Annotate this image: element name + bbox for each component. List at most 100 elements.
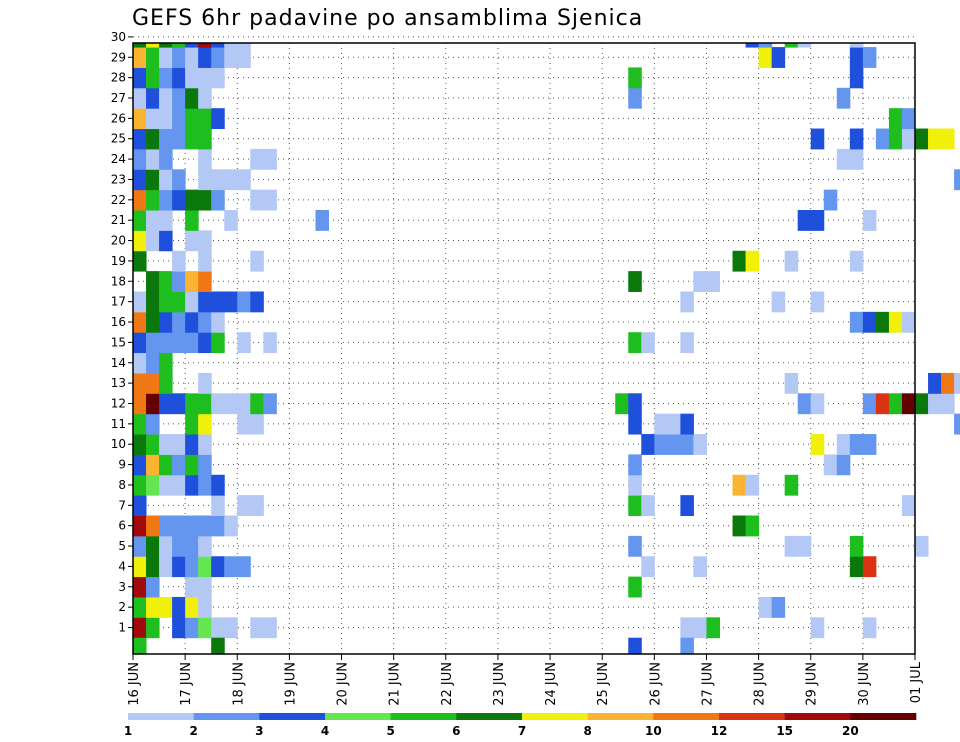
- y-tick-label: 24: [111, 152, 126, 166]
- precip-cell: [133, 87, 147, 109]
- precip-cell: [146, 434, 160, 455]
- precip-cell: [211, 556, 225, 578]
- precip-cell: [198, 108, 212, 130]
- precip-cell: [159, 352, 173, 374]
- precip-cell: [185, 128, 199, 150]
- precip-cell: [146, 230, 160, 252]
- x-tick-label: 24 JUN: [544, 662, 559, 706]
- precip-cell: [133, 515, 147, 537]
- precip-cell: [915, 393, 929, 415]
- precip-cell: [133, 596, 147, 618]
- precip-cell: [185, 291, 199, 313]
- precip-cell: [198, 576, 212, 598]
- precip-cell: [250, 148, 264, 170]
- precip-cell: [198, 454, 212, 476]
- precip-cell: [159, 47, 173, 68]
- precip-cell: [211, 189, 225, 211]
- precip-cell: [641, 556, 655, 578]
- precip-cell: [159, 43, 173, 48]
- precip-cell: [198, 47, 212, 68]
- precip-cell: [641, 434, 655, 455]
- precip-cell: [263, 332, 277, 354]
- precip-cell: [146, 148, 160, 170]
- precip-cell: [862, 47, 877, 68]
- precip-cell: [823, 189, 838, 211]
- precip-cell: [641, 332, 655, 354]
- precip-cell: [693, 617, 707, 639]
- precip-cell: [172, 535, 186, 557]
- precip-cell: [237, 556, 251, 578]
- precip-cell: [133, 43, 147, 48]
- y-tick-label: 3: [118, 580, 126, 594]
- precip-cell: [941, 128, 955, 150]
- y-tick-label: 19: [111, 254, 126, 268]
- precip-cell: [159, 128, 173, 150]
- precip-cell: [172, 556, 186, 578]
- precip-cell: [159, 434, 173, 455]
- precip-cell: [198, 67, 212, 89]
- precip-cell: [172, 617, 186, 639]
- x-tick-label: 18 JUN: [231, 662, 246, 706]
- x-tick-label: 27 JUN: [700, 662, 715, 706]
- colorbar-label: 12: [711, 724, 728, 738]
- y-tick-label: 18: [111, 274, 126, 288]
- precip-cell: [928, 128, 942, 150]
- precip-cell: [706, 271, 720, 292]
- precip-cell: [211, 291, 225, 313]
- y-tick-label: 6: [118, 519, 126, 533]
- precip-cell: [185, 87, 199, 109]
- precip-cell: [849, 535, 864, 557]
- precip-cell: [133, 454, 147, 476]
- precip-cell: [133, 332, 147, 354]
- precip-cell: [211, 393, 225, 415]
- precip-cell: [146, 413, 160, 435]
- precip-cell: [849, 43, 864, 48]
- precip-cell: [628, 454, 642, 476]
- y-tick-label: 28: [111, 71, 126, 85]
- colorbar-label: 10: [645, 724, 662, 738]
- precip-cell: [628, 535, 642, 557]
- precip-cell: [941, 372, 955, 394]
- precip-cell: [849, 47, 864, 68]
- precip-cell: [198, 596, 212, 618]
- precip-cell: [133, 535, 147, 557]
- precip-cell: [185, 43, 199, 48]
- precip-cell: [159, 393, 173, 415]
- precip-cell: [224, 556, 238, 578]
- colorbar-label: 5: [386, 724, 394, 738]
- precip-cell: [654, 434, 668, 455]
- precip-cell: [172, 515, 186, 537]
- precip-cell: [680, 413, 694, 435]
- precip-cell: [784, 474, 799, 496]
- precip-cell: [211, 617, 225, 639]
- precip-cell: [159, 474, 173, 496]
- precip-cell: [849, 311, 864, 333]
- precip-cell: [706, 617, 720, 639]
- precip-cell: [133, 311, 147, 333]
- precip-cell: [198, 332, 212, 354]
- precip-cell: [133, 250, 147, 272]
- precip-cell: [133, 210, 147, 231]
- precip-cell: [133, 556, 147, 578]
- precip-cell: [836, 87, 851, 109]
- colorbar-label: 4: [321, 724, 329, 738]
- precip-cell: [146, 271, 160, 292]
- x-tick-label: 29 JUN: [805, 662, 820, 706]
- precip-cell: [172, 434, 186, 455]
- precip-cell: [133, 128, 147, 150]
- precip-cell: [224, 617, 238, 639]
- x-tick-label: 21 JUN: [388, 662, 403, 706]
- y-tick-label: 14: [111, 356, 126, 370]
- precip-cell: [263, 617, 277, 639]
- chart-title: GEFS 6hr padavine po ansamblima Sjenica: [132, 6, 644, 31]
- y-tick-label: 11: [111, 417, 126, 431]
- precip-cell: [211, 169, 225, 191]
- precip-cell: [211, 108, 225, 130]
- precip-cell: [628, 495, 642, 517]
- precip-cell: [172, 311, 186, 333]
- y-tick-label: 9: [118, 458, 126, 472]
- y-axis: 1234567891011121314151617181920212223242…: [111, 30, 133, 635]
- precip-cell: [628, 393, 642, 415]
- precip-cell: [159, 210, 173, 231]
- precip-cell: [198, 413, 212, 435]
